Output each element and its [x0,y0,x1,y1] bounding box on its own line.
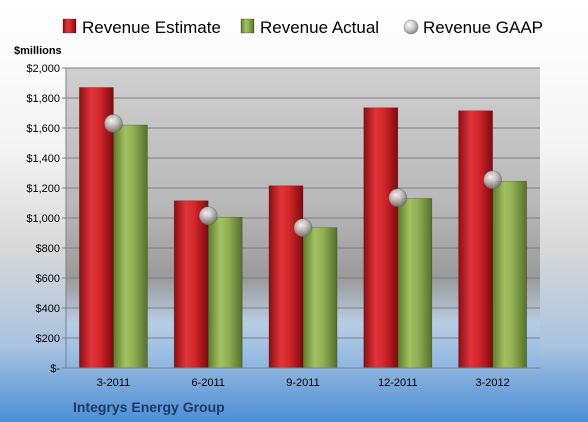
y-tick-label: $1,000 [26,213,60,225]
y-tick-label: $- [50,363,60,375]
x-tick-label: 6-2011 [191,377,224,389]
legend-revenue-actual-label: Revenue Actual [260,18,379,37]
bar-revenue-actual [397,198,433,369]
bar-revenue-actual [302,227,338,369]
legend-revenue-estimate-swatch [62,18,77,34]
y-tick-label: $1,200 [26,183,60,195]
y-unit-label: $millions [14,45,62,57]
marker-revenue-gaap [293,218,313,238]
bar-revenue-actual [113,124,148,369]
bar-revenue-estimate [79,87,114,369]
y-tick-label: $1,600 [26,123,60,135]
legend-revenue-actual-swatch [240,18,255,34]
bar-revenue-estimate [458,110,493,369]
legend: Revenue Estimate Revenue Actual Revenue GA… [62,18,543,37]
marker-revenue-gaap [198,206,218,226]
x-tick-label: 12-2011 [378,377,418,389]
marker-revenue-gaap [483,170,502,190]
markers-layer [104,114,502,238]
legend-revenue-gaap-swatch [403,19,419,35]
legend-revenue-estimate-label: Revenue Estimate [82,18,221,37]
y-tick-label: $1,800 [26,93,60,105]
y-tick-label: $1,400 [26,153,60,165]
legend-revenue-gaap-label: Revenue GAAP [423,18,543,37]
bar-revenue-actual [207,216,243,369]
bar-revenue-estimate [268,185,304,369]
y-tick-label: $600 [36,273,60,285]
y-tick-label: $200 [36,333,60,345]
x-tick-label: 3-2012 [475,377,509,389]
axis-layer: $- $200 $400 $600 $800 $1,000 $1,200 $1,400 $1,6… [26,63,540,389]
y-tick-label: $400 [36,303,60,315]
y-tick-label: $2,000 [26,63,60,75]
x-tick-label: 3-2011 [97,377,130,389]
bar-revenue-estimate [363,107,399,369]
bar-revenue-actual [492,180,527,369]
y-tick-label: $800 [36,243,60,255]
company-name: Integrys Energy Group [73,399,225,415]
bars-layer [79,87,527,369]
bar-revenue-estimate [173,200,209,369]
marker-revenue-gaap [104,114,123,133]
x-tick-label: 9-2011 [286,377,319,389]
marker-revenue-gaap [388,188,408,208]
